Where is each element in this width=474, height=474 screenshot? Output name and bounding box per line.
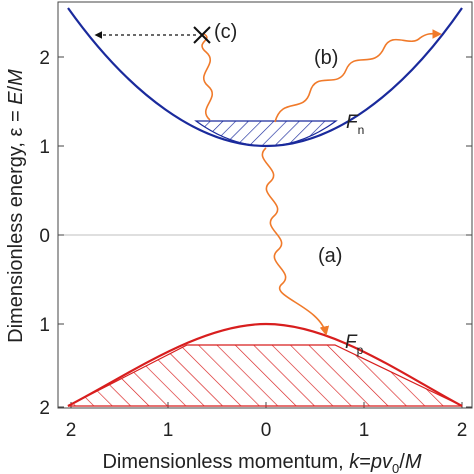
y-ticks xyxy=(58,56,472,408)
y-tick-label: 0 xyxy=(39,226,50,247)
conduction-band-curve xyxy=(67,7,463,148)
x-axis-title: Dimensionless momentum, k=pv0/M xyxy=(102,451,421,474)
photon-b-wavy-arrow xyxy=(274,29,442,123)
label-a: (a) xyxy=(318,245,342,267)
plot-frame xyxy=(57,1,473,409)
photon-c-wavy-line xyxy=(201,33,214,121)
x-cross-icon xyxy=(193,26,211,44)
valence-band-curve xyxy=(67,322,463,407)
label-fn: Fn xyxy=(346,112,364,137)
x-tick-label: 2 xyxy=(66,420,77,441)
conduction-band-filled-states xyxy=(194,120,338,147)
valence-band-filled-states xyxy=(67,344,463,407)
y-tick-label: 1 xyxy=(39,315,50,336)
x-tick-label: 1 xyxy=(359,420,370,441)
label-fp: Fp xyxy=(345,332,364,357)
y-tick-label: 2 xyxy=(39,48,50,69)
label-c: (c) xyxy=(214,21,237,43)
photon-a-wavy-arrow xyxy=(261,147,330,336)
y-tick-label: 1 xyxy=(39,137,50,158)
y-axis-title: Dimensionless energy, ε = E/M xyxy=(5,69,27,343)
x-tick-label: 0 xyxy=(261,420,272,441)
x-tick-label: 1 xyxy=(163,420,174,441)
y-tick-label: 2 xyxy=(39,398,50,419)
label-b: (b) xyxy=(314,47,338,69)
x-tick-label: 2 xyxy=(457,420,468,441)
